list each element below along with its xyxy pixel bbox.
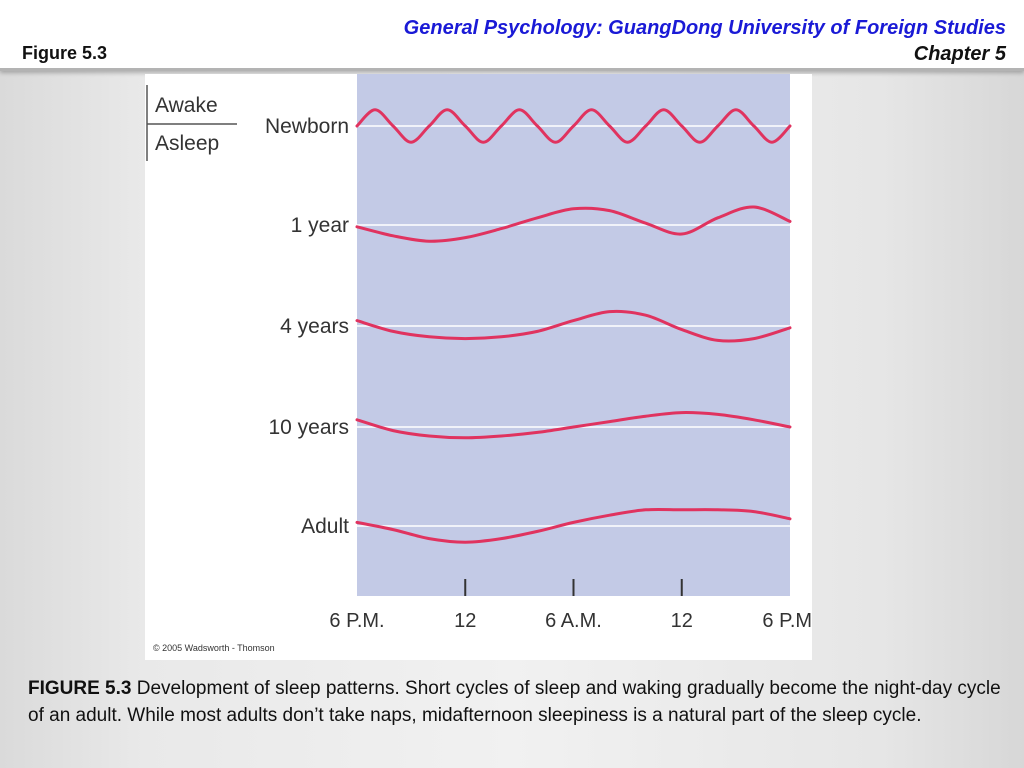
figure-caption: FIGURE 5.3 Development of sleep patterns… <box>28 675 1008 729</box>
legend: Awake Asleep <box>146 85 237 161</box>
series-line <box>355 411 792 440</box>
series-label: 10 years <box>268 416 349 439</box>
series-label: 4 years <box>280 315 349 338</box>
x-tick-label: 12 <box>454 610 476 632</box>
legend-asleep: Asleep <box>155 132 219 155</box>
slide-header: General Psychology: GuangDong University… <box>0 0 1024 71</box>
x-tick-label: 12 <box>671 610 693 632</box>
sleep-pattern-chart: Newborn 1 year 4 years 10 years Adult 6 P.M.… <box>146 74 812 653</box>
series-label: Newborn <box>265 115 349 138</box>
series-line <box>355 507 792 544</box>
x-tick-label: 6 A.M. <box>545 610 602 632</box>
copyright-credit: © 2005 Wadsworth - Thomson <box>153 643 275 653</box>
series-line <box>355 108 792 144</box>
chapter-label: Chapter 5 <box>913 43 1006 65</box>
x-tick-label: 6 P.M. <box>329 610 384 632</box>
legend-awake: Awake <box>155 94 218 117</box>
figure-panel: Newborn 1 year 4 years 10 years Adult 6 P.M.… <box>145 74 812 660</box>
figure-label: Figure 5.3 <box>22 43 108 63</box>
series-label: 1 year <box>291 214 349 237</box>
caption-lead: FIGURE 5.3 <box>28 678 132 699</box>
course-title: General Psychology: GuangDong University… <box>403 17 1006 39</box>
series-line <box>355 309 792 343</box>
caption-text: Development of sleep patterns. Short cyc… <box>28 678 1001 726</box>
x-tick-label: 6 P.M. <box>762 610 812 632</box>
series-label: Adult <box>301 515 349 538</box>
series-line <box>355 205 792 243</box>
